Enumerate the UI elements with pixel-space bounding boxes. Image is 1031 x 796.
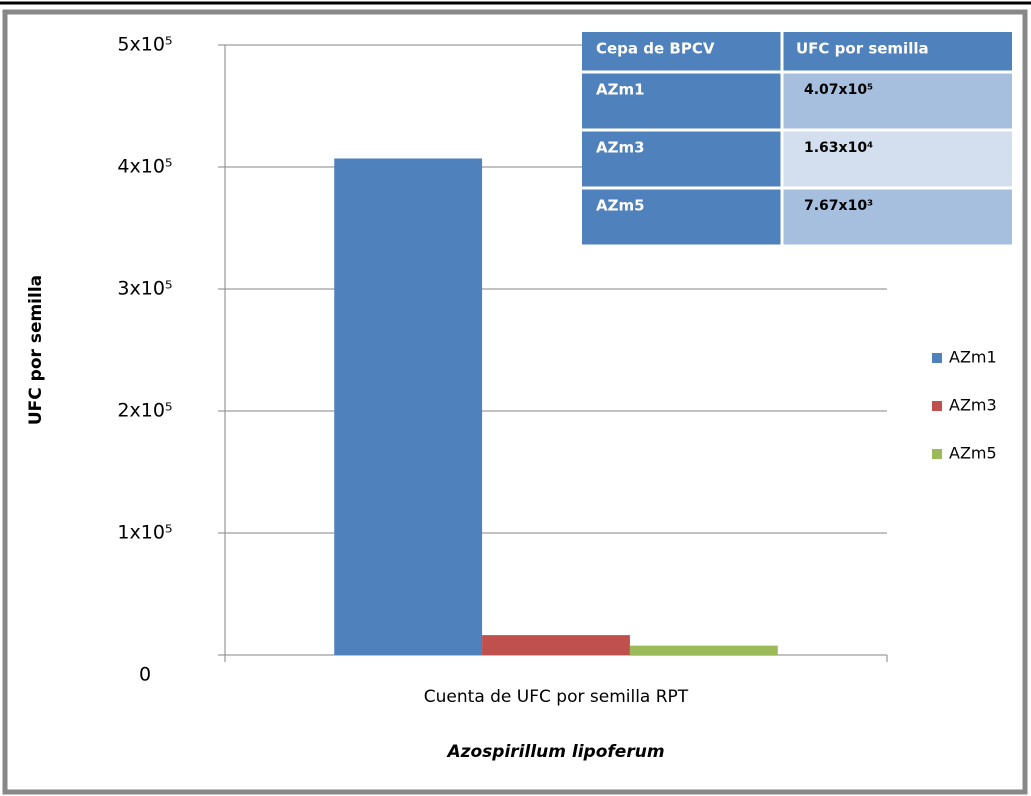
legend-swatch bbox=[932, 401, 942, 411]
y-tick-label: 0 bbox=[139, 664, 151, 686]
table-cell bbox=[582, 188, 782, 246]
table-cell bbox=[582, 130, 782, 188]
x-axis-title: Azospirillum lipoferum bbox=[445, 742, 664, 762]
table-strain: AZm1 bbox=[596, 81, 645, 99]
y-tick-label: 2x10⁵ bbox=[117, 400, 172, 422]
legend-label: AZm1 bbox=[949, 348, 997, 367]
legend-swatch bbox=[932, 449, 942, 459]
table-strain: AZm5 bbox=[596, 197, 645, 215]
table-strain: AZm3 bbox=[596, 139, 645, 157]
frame bbox=[2, 9, 1028, 795]
table-header-cell bbox=[782, 32, 1012, 72]
table-header: Cepa de BPCV bbox=[596, 40, 715, 58]
y-tick-label: 1x10⁵ bbox=[117, 522, 172, 544]
table-value: 7.67x10³ bbox=[804, 198, 873, 214]
table-header-cell bbox=[582, 32, 782, 72]
legend-label: AZm5 bbox=[949, 444, 997, 463]
table-cell bbox=[582, 72, 782, 130]
y-tick-label: 4x10⁵ bbox=[117, 156, 172, 178]
table-cell bbox=[782, 188, 1012, 246]
table-header: UFC por semilla bbox=[796, 40, 929, 58]
bar bbox=[629, 645, 778, 655]
table-value: 1.63x10⁴ bbox=[804, 140, 873, 156]
table-value: 4.07x10⁵ bbox=[804, 82, 873, 98]
legend-swatch bbox=[932, 353, 942, 363]
table-cell bbox=[782, 130, 1012, 188]
bar bbox=[482, 635, 630, 655]
table-cell bbox=[782, 72, 1012, 130]
y-tick-label: 3x10⁵ bbox=[117, 278, 172, 300]
legend-label: AZm3 bbox=[949, 396, 997, 415]
x-tick-label: Cuenta de UFC por semilla RPT bbox=[424, 687, 689, 707]
y-axis-title: UFC por semilla bbox=[26, 275, 46, 425]
bar bbox=[334, 158, 483, 655]
y-tick-label: 5x10⁵ bbox=[117, 34, 172, 56]
